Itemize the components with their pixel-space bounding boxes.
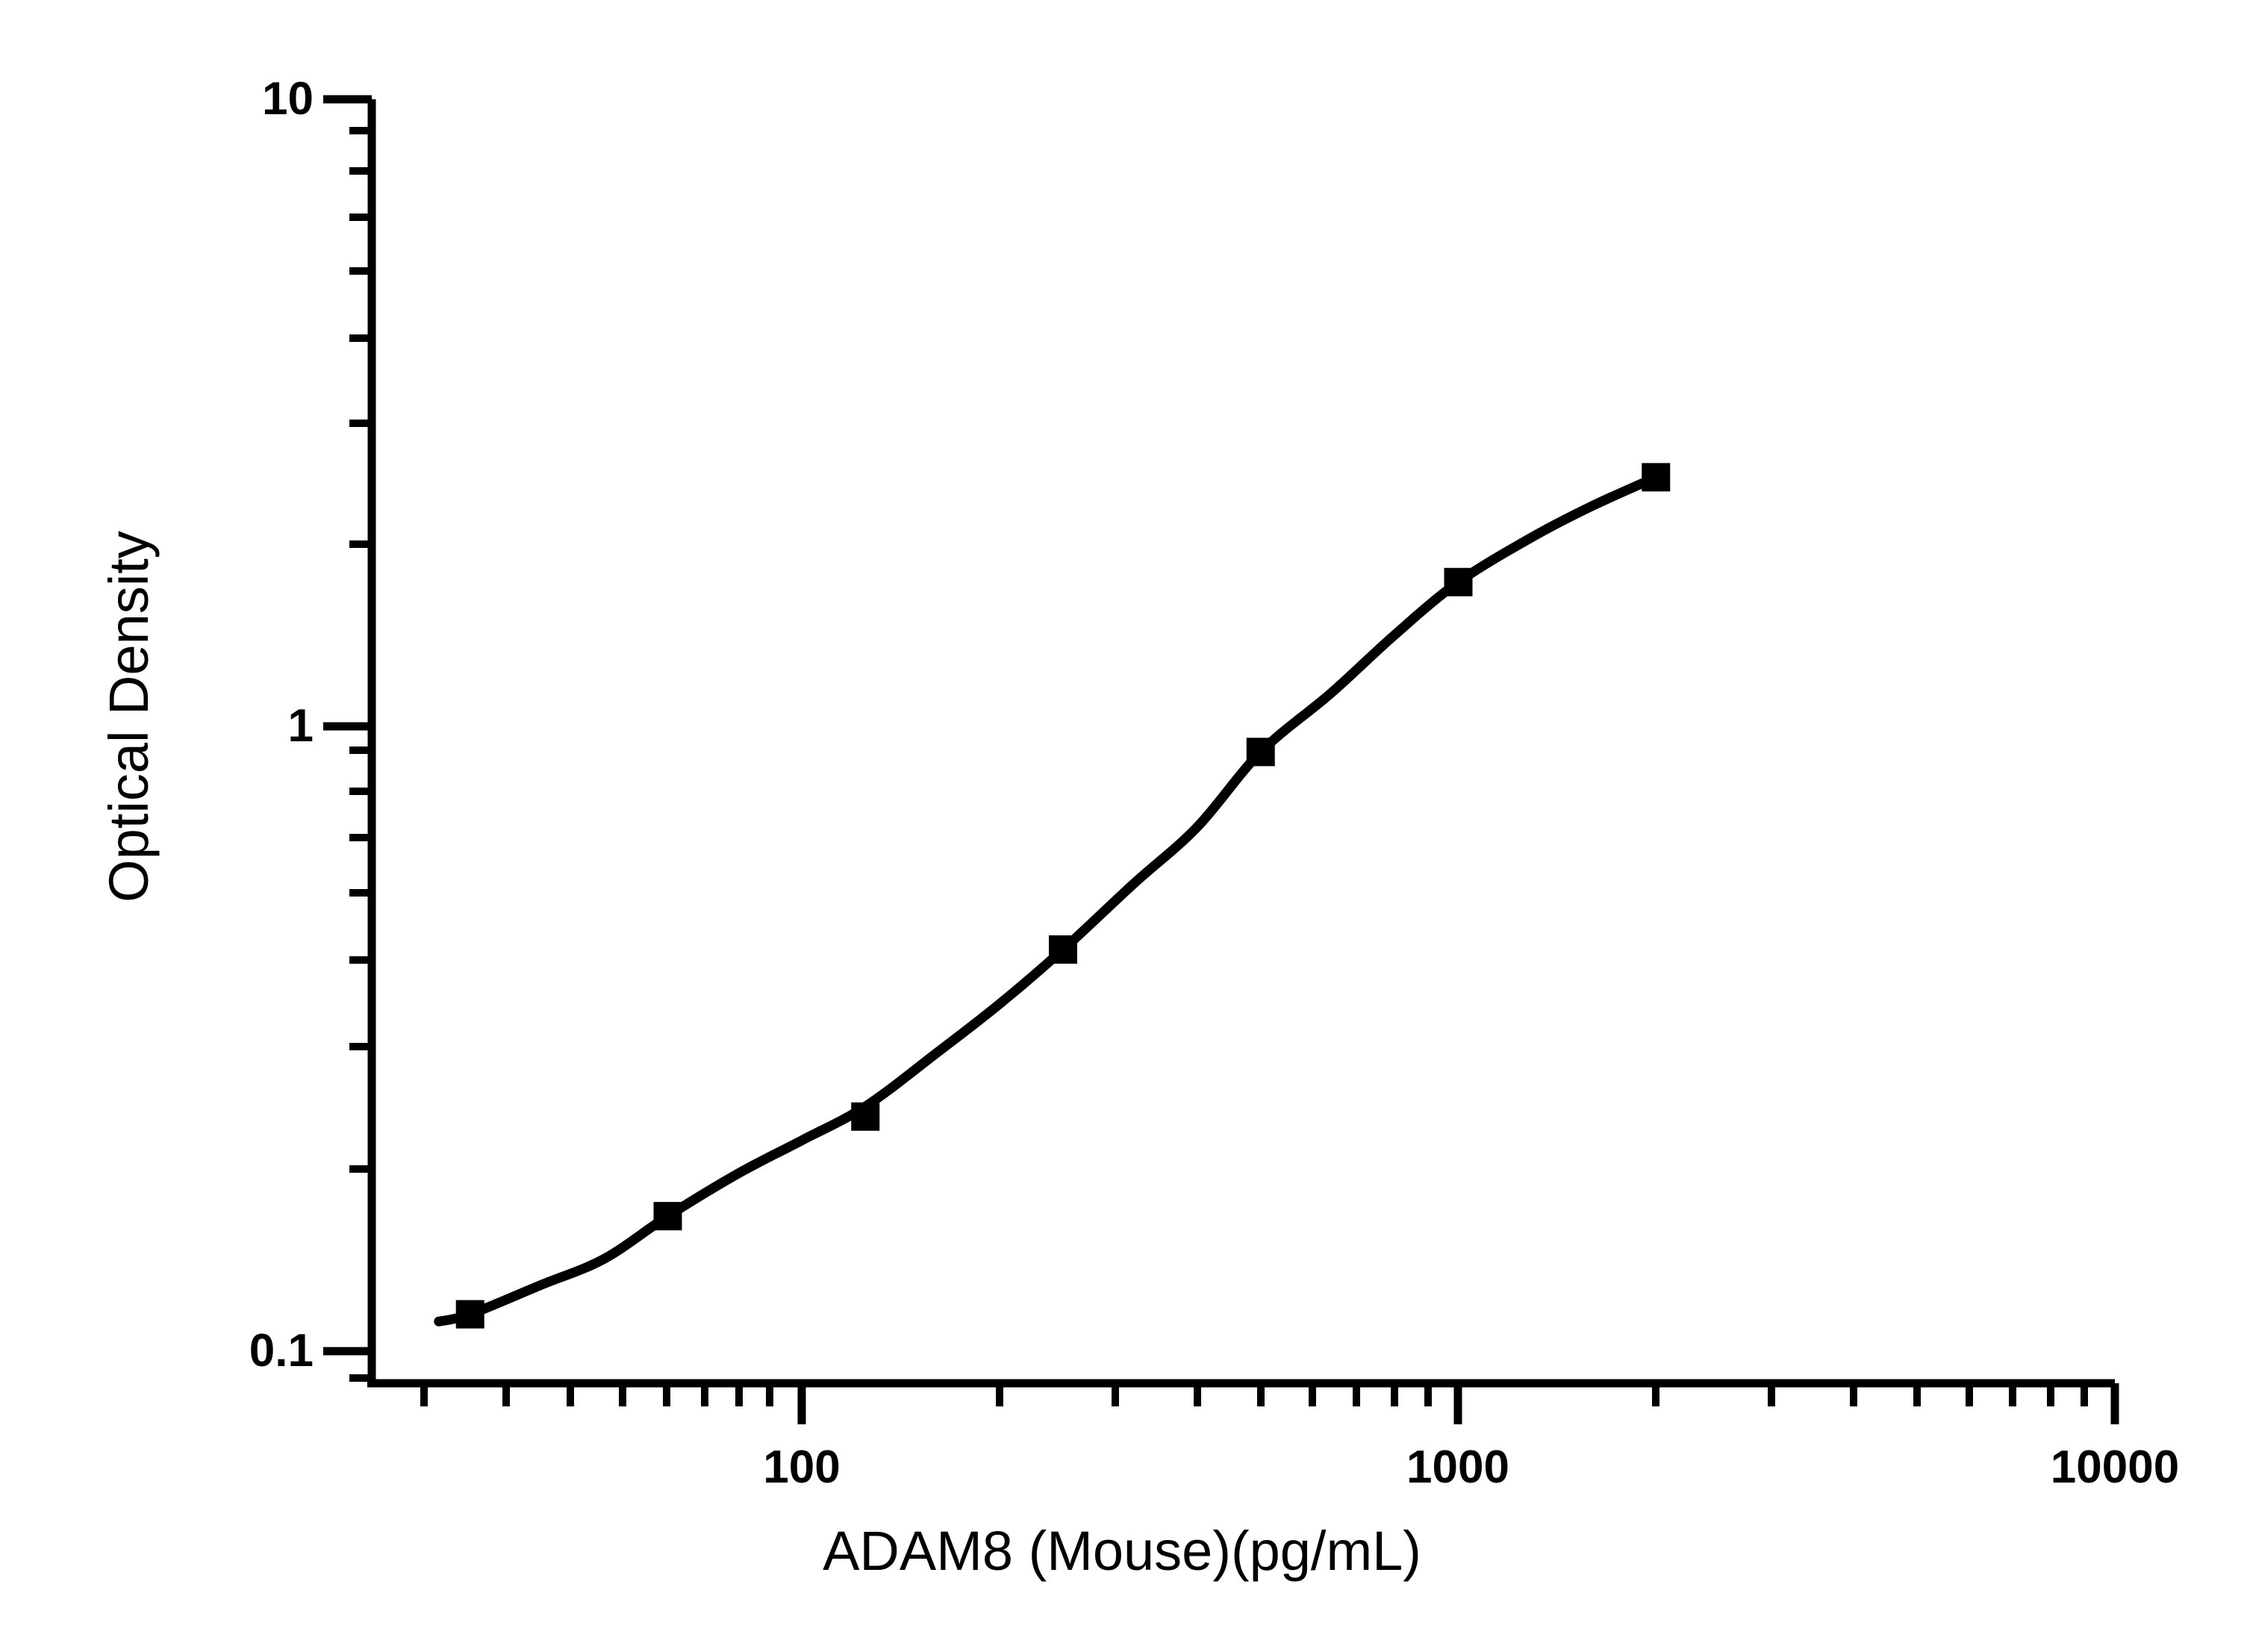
x-tick-label-1000: 1000 xyxy=(1406,1441,1509,1493)
data-point-marker xyxy=(1048,935,1077,964)
y-axis-major-ticks xyxy=(323,95,372,1356)
x-tick-label-100: 100 xyxy=(763,1441,841,1493)
data-point-marker xyxy=(1444,567,1473,596)
y-tick-label-10: 10 xyxy=(262,73,314,125)
data-point-marker xyxy=(1642,463,1671,492)
y-tick-label-0.1: 0.1 xyxy=(249,1325,314,1377)
y-axis-title: Optical Density xyxy=(98,531,160,903)
y-axis-minor-ticks xyxy=(349,127,372,1382)
data-point-markers xyxy=(455,463,1671,1329)
data-point-marker xyxy=(455,1300,484,1329)
x-axis-major-ticks xyxy=(797,1383,2119,1424)
x-axis-minor-ticks xyxy=(420,1383,2088,1406)
data-point-marker xyxy=(653,1202,682,1231)
x-tick-label-10000: 10000 xyxy=(2050,1441,2180,1493)
y-tick-label-1: 1 xyxy=(287,700,314,752)
axes xyxy=(367,99,2115,1388)
data-point-marker xyxy=(851,1102,880,1131)
data-point-marker xyxy=(1246,738,1275,767)
standard-curve-line xyxy=(434,472,1661,1327)
x-axis-title: ADAM8 (Mouse)(pg/mL) xyxy=(823,1520,1421,1582)
